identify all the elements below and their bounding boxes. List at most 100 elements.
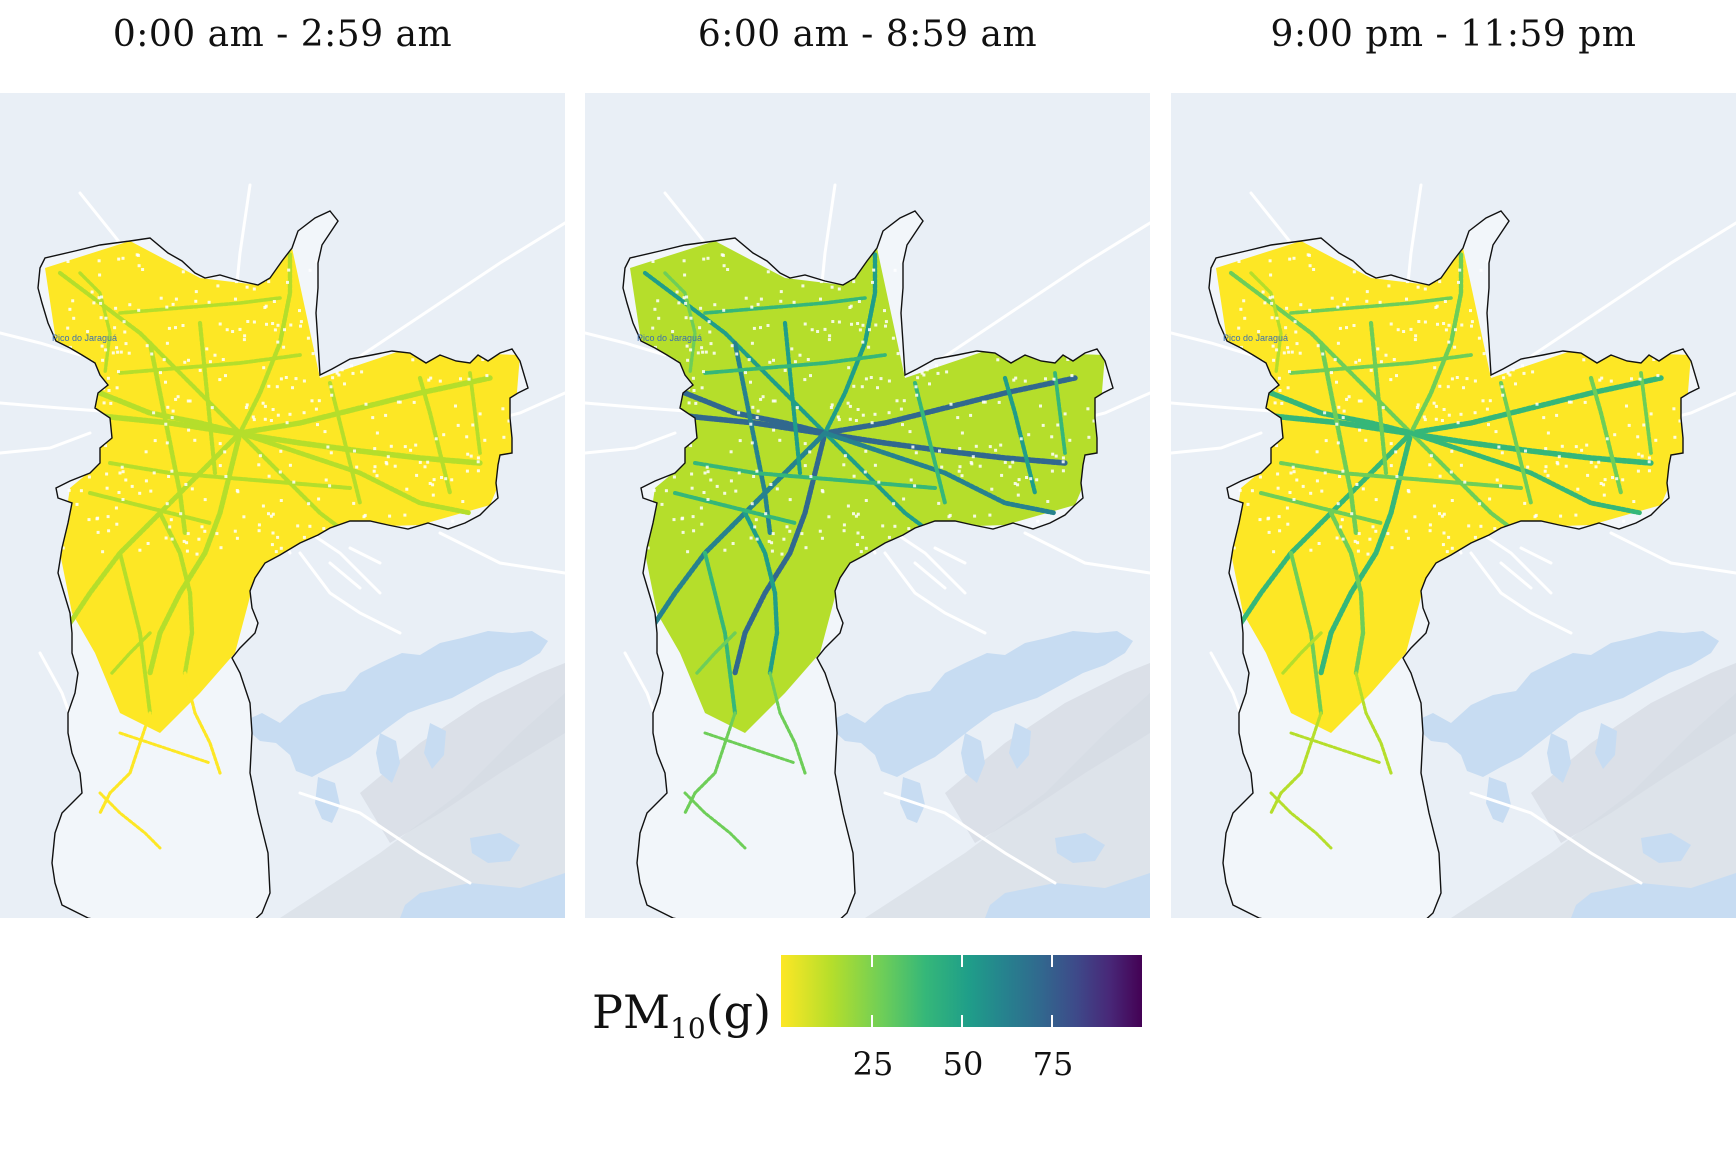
empty-cell <box>820 489 824 492</box>
empty-cell <box>476 460 480 464</box>
empty-cell <box>1338 475 1342 478</box>
empty-cell <box>1459 412 1463 416</box>
empty-cell <box>860 385 864 389</box>
empty-cell <box>1288 370 1291 374</box>
empty-cell <box>95 517 99 521</box>
empty-cell <box>1277 515 1281 519</box>
empty-cell <box>1511 368 1515 372</box>
empty-cell <box>1450 546 1454 550</box>
empty-cell <box>252 320 256 324</box>
empty-cell <box>1272 358 1276 362</box>
empty-cell <box>1428 523 1432 527</box>
empty-cell <box>1543 469 1547 473</box>
empty-cell <box>171 302 175 306</box>
map-panel-1[interactable]: Pico do Jaraguá <box>0 93 565 918</box>
empty-cell <box>877 480 881 484</box>
empty-cell <box>246 320 250 323</box>
empty-cell <box>1323 411 1327 415</box>
empty-cell <box>730 344 734 348</box>
emission-corridor <box>147 430 243 676</box>
empty-cell <box>1321 352 1325 356</box>
empty-cell <box>1531 370 1535 374</box>
emission-corridor <box>468 371 482 455</box>
empty-cell <box>1453 345 1457 349</box>
empty-cell <box>302 535 306 539</box>
empty-cell <box>737 411 741 415</box>
map-panel-2[interactable]: Pico do Jaraguá <box>585 93 1150 918</box>
empty-cell <box>1250 489 1254 493</box>
empty-cell <box>686 550 690 554</box>
empty-cell <box>234 280 238 284</box>
map-panel-3[interactable]: Pico do Jaraguá <box>1171 93 1736 918</box>
empty-cell <box>1330 296 1334 300</box>
empty-cell <box>1271 344 1275 348</box>
empty-cell <box>1434 306 1438 309</box>
empty-cell <box>876 386 879 390</box>
empty-cell <box>243 334 247 338</box>
empty-cell <box>1459 463 1463 467</box>
emissions-base <box>1216 241 1691 733</box>
empty-cell <box>1011 460 1015 464</box>
empty-cell <box>947 515 951 519</box>
empty-cell <box>221 358 225 361</box>
empty-cell <box>136 253 140 257</box>
empty-cell <box>753 525 757 529</box>
empty-cell <box>1433 366 1437 370</box>
empty-cell <box>686 358 690 362</box>
empty-cell <box>98 273 102 277</box>
empty-cell <box>1292 256 1296 260</box>
empty-cell <box>1342 302 1346 306</box>
emission-corridor <box>1249 271 1283 375</box>
empty-cell <box>656 299 660 303</box>
empty-cell <box>706 470 710 474</box>
empty-cell <box>431 493 435 497</box>
emission-corridor <box>1368 320 1389 476</box>
water-body <box>985 873 1150 918</box>
empty-cell <box>672 475 676 479</box>
empty-cell <box>294 377 298 381</box>
emission-corridor <box>1318 430 1414 676</box>
empty-cell <box>114 306 118 310</box>
empty-cell <box>756 409 760 413</box>
empty-cell <box>138 491 142 495</box>
empty-cell <box>700 386 704 390</box>
empty-cell <box>285 421 289 425</box>
empty-cell <box>846 504 850 508</box>
empty-cell <box>994 448 998 452</box>
empty-cell <box>861 323 865 327</box>
empty-cell <box>1268 259 1272 263</box>
empty-cell <box>1257 330 1261 333</box>
empty-cell <box>1292 498 1296 501</box>
empty-cell <box>809 475 813 478</box>
empty-cell <box>755 416 759 420</box>
empty-cell <box>411 358 415 362</box>
empty-cell <box>1506 371 1510 375</box>
water-body <box>1486 777 1511 823</box>
empty-cell <box>803 378 807 382</box>
empty-cell <box>852 512 855 516</box>
empty-cell <box>335 371 339 375</box>
empty-cell <box>803 322 807 326</box>
empty-cell <box>102 401 106 405</box>
empty-cell <box>1402 330 1406 333</box>
water-body <box>470 833 520 863</box>
empty-cell <box>854 419 858 422</box>
empty-cell <box>1294 330 1298 334</box>
empty-cell <box>1239 307 1243 311</box>
empty-cell <box>507 419 511 423</box>
empty-cell <box>1602 493 1606 497</box>
empty-cell <box>692 389 696 392</box>
empty-cell <box>1479 524 1483 528</box>
empty-cell <box>1486 260 1490 264</box>
water-body <box>961 733 985 783</box>
empty-cell <box>677 301 681 305</box>
empty-cell <box>868 328 871 332</box>
empty-cell <box>752 475 756 478</box>
empty-cell <box>412 400 416 404</box>
empty-cell <box>308 268 312 272</box>
empty-cell <box>1359 399 1363 403</box>
empty-cell <box>1309 491 1313 495</box>
empty-cell <box>790 347 794 351</box>
empty-cell <box>68 307 72 311</box>
emission-corridor <box>1269 791 1333 850</box>
